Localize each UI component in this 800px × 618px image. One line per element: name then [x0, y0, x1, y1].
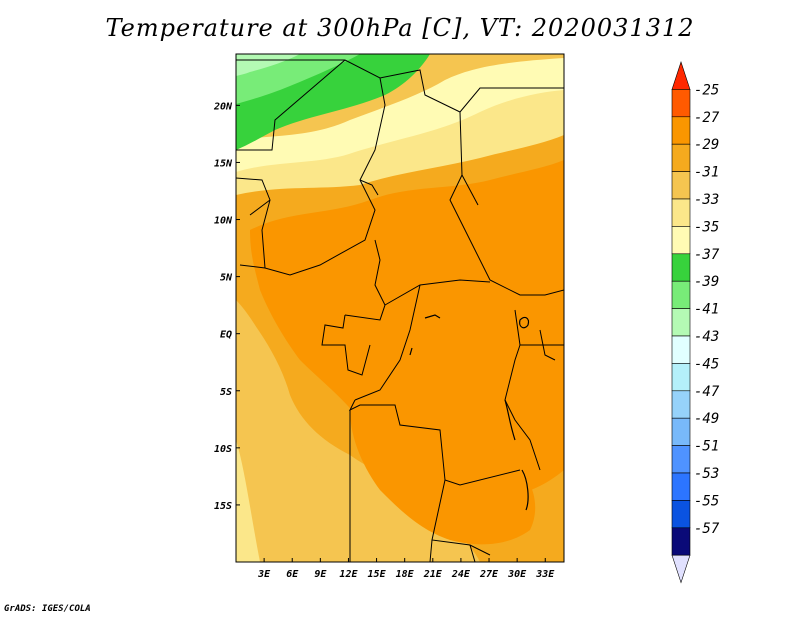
colorbar-label: -49 — [694, 411, 719, 427]
colorbar-label: -45 — [694, 356, 719, 372]
lon-label: 21E — [423, 569, 443, 580]
map-frame — [235, 53, 565, 563]
colorbar-label: -35 — [694, 219, 719, 235]
colorbar-label: -57 — [694, 521, 720, 537]
colorbar-swatch — [671, 171, 691, 200]
lon-label: 15E — [368, 569, 387, 580]
lon-label: 9E — [314, 569, 327, 580]
credit-label: GrADS: IGES/COLA — [4, 604, 91, 614]
lat-label: 10N — [214, 216, 233, 227]
field-band-31-sw — [236, 300, 345, 562]
field-band-27 — [250, 160, 564, 501]
colorbar-swatch — [671, 226, 691, 255]
colorbar-swatch — [671, 280, 691, 309]
colorbar-swatch — [671, 363, 691, 392]
colorbar-swatch — [671, 89, 691, 118]
lat-label: 5S — [220, 387, 232, 398]
lon-label: 27E — [479, 569, 499, 580]
lon-label: 3E — [257, 569, 271, 580]
colorbar-label: -27 — [694, 110, 720, 126]
colorbar-label: -43 — [694, 329, 719, 345]
colorbar-label: -51 — [694, 439, 719, 455]
lat-label: 10S — [214, 444, 232, 455]
longitude-labels: 3E 6E 9E 12E 15E 18E 21E 24E 27E 30E 33E — [257, 558, 555, 580]
colorbar-swatch — [671, 116, 691, 145]
colorbar-swatch — [671, 143, 691, 172]
colorbar-label: -41 — [694, 302, 719, 318]
lon-label: 18E — [396, 569, 415, 580]
colorbar-swatch — [671, 554, 691, 584]
latitude-labels: 20N 15N 10N 5N EQ 5S 10S 15S — [213, 101, 240, 512]
lon-label: 30E — [507, 569, 527, 580]
colorbar-label: -55 — [694, 493, 719, 509]
field-band-33 — [236, 88, 564, 195]
colorbar-label: -39 — [694, 274, 719, 290]
lon-label: 24E — [451, 569, 471, 580]
colorbar-label: -25 — [694, 82, 719, 98]
lon-label: 12E — [339, 569, 358, 580]
colorbar-swatch — [671, 308, 691, 337]
field-band-27-south — [350, 408, 536, 545]
colorbar-swatch — [671, 61, 691, 90]
colorbar-label: -47 — [694, 384, 720, 400]
lat-label: 5N — [220, 273, 233, 284]
colorbar: -25 -27 -29 -31 -33 -35 -37 -39 -41 -43 -45 -47 -49 -… — [671, 61, 720, 584]
colorbar-swatch — [671, 253, 691, 282]
colorbar-swatch — [671, 500, 691, 529]
colorbar-swatch — [671, 335, 691, 364]
colorbar-label: -33 — [694, 192, 719, 208]
field-band-33-south — [236, 440, 260, 562]
lat-label: 15N — [214, 158, 233, 169]
colorbar-swatch — [671, 445, 691, 474]
lon-label: 6E — [286, 569, 299, 580]
colorbar-swatch — [671, 198, 691, 227]
lon-label: 33E — [535, 569, 555, 580]
lat-label: EQ — [220, 330, 232, 341]
lat-label: 20N — [213, 101, 233, 112]
temperature-field — [236, 54, 564, 562]
colorbar-swatch — [671, 527, 691, 556]
map-panel: 20N 15N 10N 5N EQ 5S 10S 15S 3E 6E 9E 12E 15E 18E 21E… — [213, 53, 565, 580]
colorbar-swatch — [671, 417, 691, 446]
chart-title: Temperature at 300hPa [C], VT: 202003131… — [105, 14, 695, 42]
colorbar-label: -37 — [694, 247, 720, 263]
lat-label: 15S — [214, 501, 232, 512]
colorbar-label: -31 — [694, 165, 719, 181]
field-band-35 — [236, 58, 564, 172]
colorbar-swatch — [671, 472, 691, 501]
lakes — [409, 314, 530, 511]
colorbar-label: -53 — [694, 466, 719, 482]
country-borders — [236, 59, 564, 562]
colorbar-swatch — [671, 390, 691, 419]
colorbar-label: -29 — [694, 137, 719, 153]
